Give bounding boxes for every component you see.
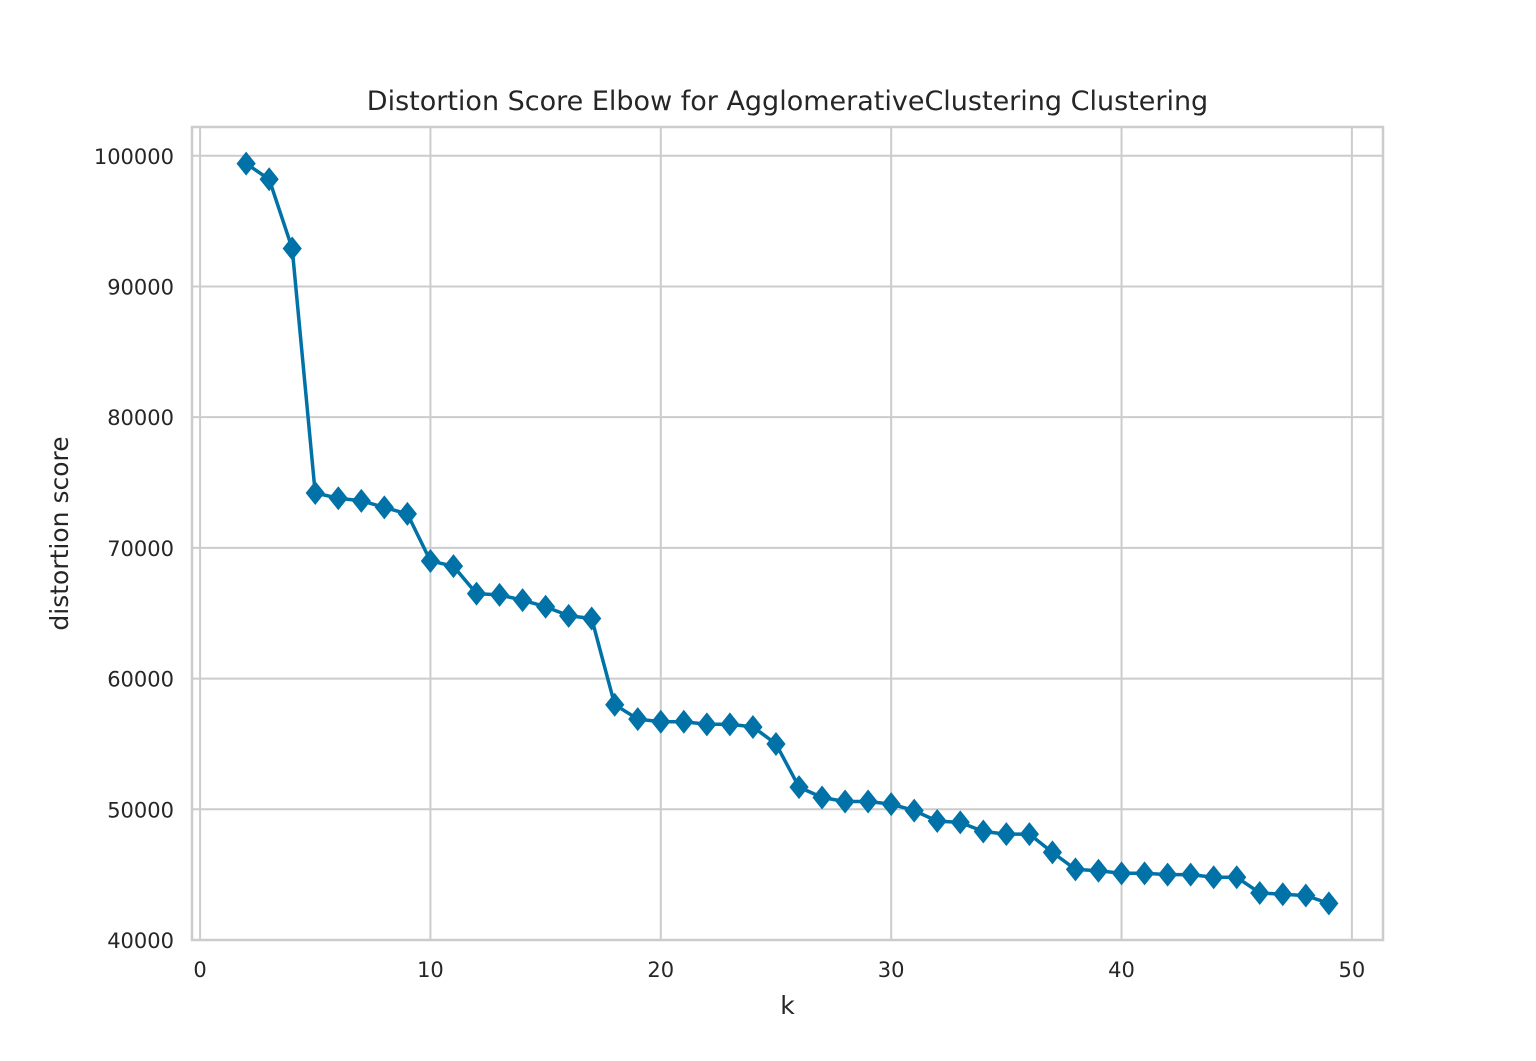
data-point-marker: [1065, 857, 1086, 882]
data-point-marker: [950, 810, 970, 835]
y-tick-label: 100000: [94, 145, 174, 169]
data-point-marker: [1250, 880, 1270, 905]
data-point-marker: [1019, 822, 1039, 847]
data-point-marker: [328, 486, 348, 511]
data-point-marker: [973, 819, 993, 844]
data-point-marker: [259, 167, 279, 192]
data-point-marker: [1181, 862, 1201, 887]
data-point-marker: [582, 606, 602, 631]
plot-frame: [190, 125, 1385, 942]
data-point-marker: [881, 792, 901, 817]
data-point-marker: [651, 709, 671, 734]
data-point-marker: [1296, 883, 1316, 908]
data-point-marker: [1227, 865, 1247, 890]
data-point-marker: [559, 603, 579, 628]
data-point-marker: [512, 588, 533, 613]
data-point-marker: [1042, 840, 1063, 865]
data-point-marker: [1111, 861, 1132, 886]
x-tick-label: 30: [878, 958, 905, 982]
data-point-marker: [536, 594, 556, 619]
data-point-marker: [282, 236, 302, 261]
x-tick-label: 50: [1339, 958, 1366, 982]
data-point-marker: [1319, 891, 1339, 916]
data-point-marker: [305, 480, 325, 505]
data-point-marker: [904, 798, 924, 823]
y-tick-label: 80000: [107, 406, 174, 430]
data-point-marker: [812, 785, 832, 810]
x-axis-label: k: [780, 991, 795, 1020]
data-point-marker: [374, 495, 394, 520]
data-point-marker: [628, 707, 648, 732]
series-line: [245, 162, 1330, 906]
data-point-marker: [996, 822, 1016, 847]
x-tick-label: 40: [1108, 958, 1135, 982]
data-point-marker: [1134, 861, 1155, 886]
data-point-marker: [720, 712, 740, 737]
data-point-marker: [835, 789, 855, 814]
x-tick-label: 0: [193, 958, 206, 982]
x-tick-label: 10: [417, 958, 444, 982]
y-tick-label: 50000: [107, 798, 174, 822]
y-tick-label: 60000: [107, 668, 174, 692]
data-point-marker: [489, 582, 510, 607]
series: [236, 151, 1339, 916]
chart-title: Distortion Score Elbow for Agglomerative…: [367, 86, 1208, 117]
data-point-marker: [1088, 858, 1109, 883]
data-point-marker: [789, 775, 809, 800]
x-tick-label: 20: [647, 958, 674, 982]
data-point-marker: [605, 692, 625, 717]
data-point-marker: [766, 731, 786, 756]
data-point-marker: [1204, 865, 1224, 890]
tick-labels: 0 10 20 30 40 50 40000 50000 60000 70000 80000 9000…: [94, 145, 1365, 982]
data-point-marker: [927, 809, 947, 834]
data-point-marker: [743, 714, 763, 739]
data-point-marker: [858, 789, 878, 814]
grid: [192, 127, 1383, 941]
data-point-marker: [1273, 882, 1293, 907]
data-point-marker: [466, 581, 487, 606]
data-point-marker: [443, 554, 464, 579]
y-tick-label: 70000: [107, 537, 174, 561]
data-point-marker: [1158, 862, 1178, 887]
data-point-marker: [420, 548, 441, 573]
y-tick-label: 90000: [107, 275, 174, 299]
data-point-marker: [397, 501, 417, 526]
y-axis-label: distortion score: [45, 436, 74, 630]
data-point-marker: [351, 488, 371, 513]
data-point-marker: [674, 709, 694, 734]
data-point-marker: [236, 151, 256, 176]
y-tick-label: 40000: [107, 929, 174, 953]
data-point-marker: [697, 712, 717, 737]
